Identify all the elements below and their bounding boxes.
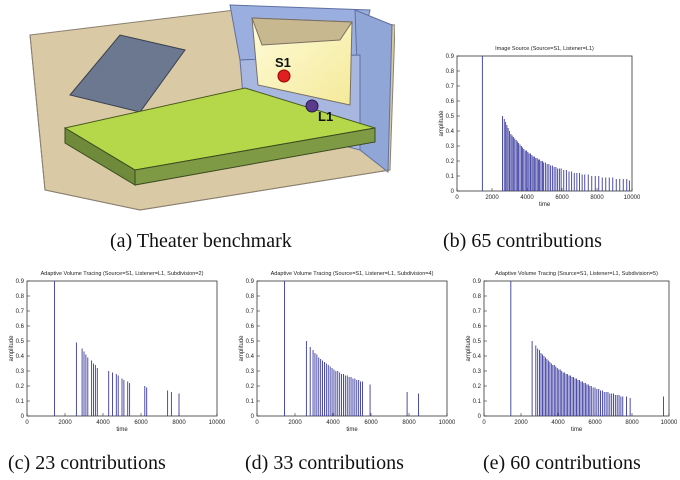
chart-title: Adaptive Volume Tracing (Source=S1, List… [495, 271, 658, 277]
y-tick-label: 0.2 [16, 384, 25, 390]
y-tick-label: 0.8 [446, 69, 455, 75]
x-tick-label: 0 [482, 420, 486, 426]
x-tick-label: 10000 [661, 420, 677, 426]
chart-title: Adaptive Volume Tracing (Source=S1, List… [271, 271, 434, 277]
x-axis-label: time [116, 427, 128, 433]
y-tick-label: 0.6 [16, 324, 25, 330]
y-tick-label: 0.6 [446, 99, 455, 105]
chart-avt-subdivision-4: Adaptive Volume Tracing (Source=S1, List… [239, 271, 455, 433]
y-tick-label: 0.5 [16, 339, 25, 345]
x-tick-label: 0 [455, 195, 459, 201]
y-tick-label: 0.5 [446, 114, 455, 120]
y-tick-label: 0.6 [473, 324, 482, 330]
x-tick-label: 10000 [209, 420, 225, 426]
x-tick-label: 4000 [520, 195, 534, 201]
y-tick-label: 0.1 [16, 399, 25, 405]
y-tick-label: 0.3 [16, 369, 25, 375]
stage-side [134, 127, 376, 186]
x-tick-label: 8000 [172, 420, 186, 426]
y-tick-label: 0.9 [446, 54, 455, 60]
y-tick-label: 0.7 [473, 309, 482, 315]
x-tick-label: 2000 [485, 195, 499, 201]
y-tick-label: 0.2 [473, 384, 482, 390]
y-tick-label: 0.6 [246, 324, 255, 330]
theater-scene: S1 L1 [0, 0, 396, 218]
dark-panel [69, 34, 186, 113]
back-opening-ceiling [251, 17, 353, 46]
x-tick-label: 2000 [514, 420, 528, 426]
y-tick-label: 0.4 [16, 354, 25, 360]
x-tick-label: 10000 [439, 420, 455, 426]
x-tick-label: 4000 [96, 420, 110, 426]
x-tick-label: 6000 [134, 420, 148, 426]
x-axis-label: time [346, 427, 358, 433]
y-tick-label: 0.2 [446, 159, 455, 165]
caption-e: (e) 60 contributions [483, 452, 641, 474]
caption-c: (c) 23 contributions [8, 452, 166, 474]
listener-marker [305, 99, 319, 113]
y-axis-label: amplitude [466, 335, 472, 362]
y-tick-label: 0.3 [246, 369, 255, 375]
plot-area [456, 55, 633, 192]
y-tick-label: 0 [451, 189, 455, 195]
chart-title: Image Source (Source=S1, Listener=L1) [495, 46, 594, 52]
y-tick-label: 0 [478, 414, 482, 420]
y-tick-label: 0.2 [246, 384, 255, 390]
x-axis-label: time [571, 427, 583, 433]
y-tick-label: 0.8 [246, 294, 255, 300]
x-tick-label: 8000 [625, 420, 639, 426]
chart-avt-subdivision-5: Adaptive Volume Tracing (Source=S1, List… [466, 271, 677, 433]
y-tick-label: 0.9 [16, 279, 25, 285]
y-tick-label: 0.4 [446, 129, 455, 135]
y-tick-label: 0.1 [446, 174, 455, 180]
y-tick-label: 0.7 [446, 84, 455, 90]
source-label: S1 [275, 55, 291, 70]
x-tick-label: 6000 [364, 420, 378, 426]
listener-label: L1 [318, 109, 333, 124]
room-outline [29, 34, 391, 211]
y-tick-label: 0.4 [473, 354, 482, 360]
x-tick-label: 10000 [624, 195, 640, 201]
x-tick-label: 0 [255, 420, 259, 426]
x-tick-label: 6000 [588, 420, 602, 426]
y-tick-label: 0 [251, 414, 255, 420]
blue-wall-right [354, 9, 393, 174]
x-tick-label: 2000 [288, 420, 302, 426]
y-axis-label: amplitude [9, 335, 15, 362]
y-tick-label: 0.7 [16, 309, 25, 315]
y-tick-label: 0.1 [473, 399, 482, 405]
y-tick-label: 0.3 [446, 144, 455, 150]
source-marker [277, 69, 291, 83]
x-axis-label: time [539, 202, 551, 208]
chart-avt-subdivision-2: Adaptive Volume Tracing (Source=S1, List… [9, 271, 225, 433]
y-tick-label: 0.1 [246, 399, 255, 405]
theater-scene-svg: S1 L1 [29, 4, 396, 211]
y-tick-label: 0.9 [473, 279, 482, 285]
caption-d: (d) 33 contributions [245, 452, 404, 474]
plot-area [256, 280, 448, 417]
y-tick-label: 0.7 [246, 309, 255, 315]
y-tick-label: 0.3 [473, 369, 482, 375]
y-tick-label: 0.9 [246, 279, 255, 285]
y-tick-label: 0 [21, 414, 25, 420]
caption-a: (a) Theater benchmark [110, 230, 292, 252]
x-tick-label: 4000 [551, 420, 565, 426]
y-tick-label: 0.4 [246, 354, 255, 360]
x-tick-label: 0 [25, 420, 29, 426]
y-tick-label: 0.8 [16, 294, 25, 300]
y-axis-label: amplitude [239, 335, 245, 362]
caption-b: (b) 65 contributions [443, 230, 602, 252]
y-tick-label: 0.8 [473, 294, 482, 300]
x-tick-label: 4000 [326, 420, 340, 426]
y-tick-label: 0.5 [473, 339, 482, 345]
y-tick-label: 0.5 [246, 339, 255, 345]
x-tick-label: 8000 [402, 420, 416, 426]
chart-image-source: Image Source (Source=S1, Listener=L1) 0 0.… [439, 46, 640, 208]
x-tick-label: 6000 [555, 195, 569, 201]
x-tick-label: 8000 [590, 195, 604, 201]
chart-title: Adaptive Volume Tracing (Source=S1, List… [41, 271, 204, 277]
y-axis-label: amplitude [439, 110, 445, 137]
x-tick-label: 2000 [58, 420, 72, 426]
